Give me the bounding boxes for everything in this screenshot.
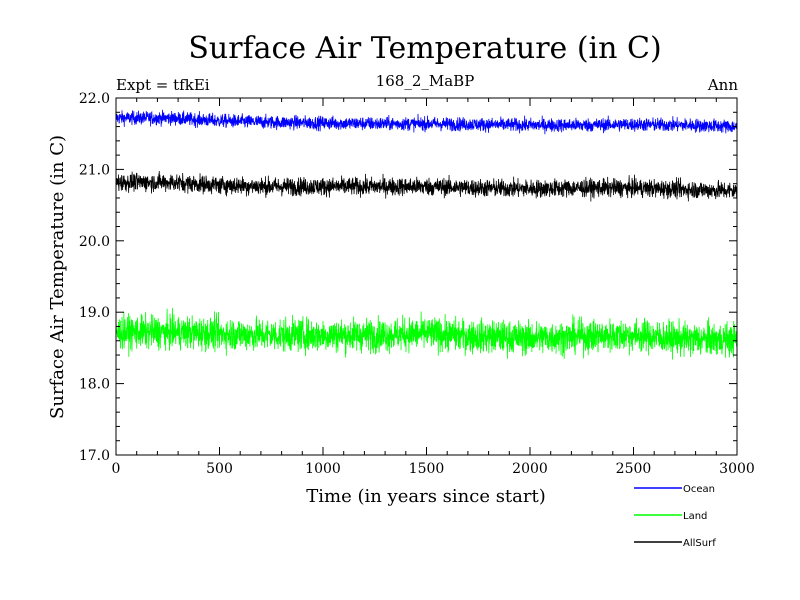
period-label: Ann <box>707 76 738 94</box>
y-tick-label: 18.0 <box>79 377 110 393</box>
y-tick-label: 21.0 <box>79 162 110 178</box>
x-tick-label: 500 <box>206 461 233 477</box>
experiment-label: Expt = tfkEi <box>116 76 210 94</box>
plot-frame <box>115 97 738 456</box>
chart-title: Surface Air Temperature (in C) <box>188 31 661 66</box>
legend-label-land: Land <box>683 511 707 522</box>
legend: Ocean Land AllSurf <box>634 484 716 549</box>
y-tick-label: 19.0 <box>79 305 110 321</box>
x-tick-label: 2000 <box>512 461 548 477</box>
y-axis-label: Surface Air Temperature (in C) <box>47 135 68 419</box>
series-line-land <box>115 307 738 360</box>
ticks-layer: 0 500 1000 1500 2000 2500 3000 17.0 18.0 19.0 20.0… <box>79 91 755 477</box>
series-line-ocean <box>115 109 738 135</box>
series-line-allsurf <box>115 170 738 202</box>
x-tick-label: 3000 <box>719 461 755 477</box>
x-tick-label: 1500 <box>409 461 445 477</box>
legend-label-ocean: Ocean <box>683 484 715 495</box>
x-tick-label: 2500 <box>616 461 652 477</box>
y-tick-label: 20.0 <box>79 234 110 250</box>
legend-label-allsurf: AllSurf <box>683 538 716 549</box>
run-label: 168_2_MaBP <box>376 72 475 90</box>
x-tick-label: 1000 <box>305 461 341 477</box>
series-layer <box>115 109 738 360</box>
x-axis-label: Time (in years since start) <box>306 486 546 507</box>
y-tick-label: 22.0 <box>79 91 110 107</box>
x-tick-label: 0 <box>112 461 121 477</box>
y-tick-label: 17.0 <box>79 448 110 464</box>
